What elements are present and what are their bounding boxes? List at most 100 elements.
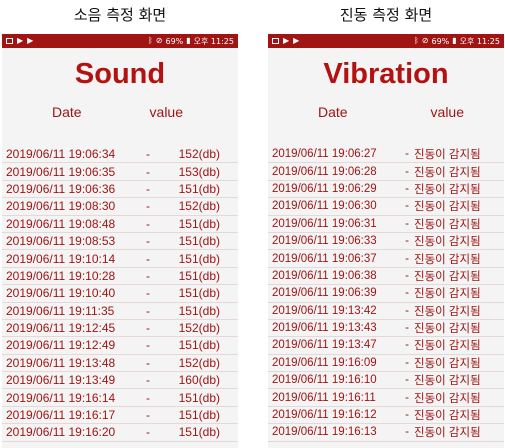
record-date: 2019/06/11 19:06:34 [6,147,116,162]
record-value: 진동이 감지됨 [414,236,481,249]
record-value: 진동이 감지됨 [414,410,481,423]
record-value: 진동이 감지됨 [414,323,481,336]
separator-dash: - [146,164,150,179]
list-item: 2019/06/11 19:06:29 - 진동이 감지됨 [268,181,504,199]
record-list[interactable]: 2019/06/11 19:06:27- 진동이 감지됨 2019/06/11 19… [268,146,504,442]
list-item: 2019/06/11 19:13:42 - 진동이 감지됨 [268,303,504,320]
value-header: value [430,104,464,120]
battery-level: 69% [165,36,184,46]
list-item: 2019/06/11 19:16:10 - 진동이 감지됨 [268,372,504,390]
separator-dash: - [405,217,409,230]
record-date: 2019/06/11 19:12:49 [6,338,116,353]
record-date: 2019/06/11 19:10:28 [6,268,116,283]
record-value: 153(db) [178,164,220,179]
list-item: 2019/06/11 19:12:45 - 152(db) [2,320,238,338]
list-item: 2019/06/11 19:06:34 - 152(db) [2,146,238,164]
record-date: 2019/06/11 19:16:12 [272,409,377,422]
separator-dash: - [146,251,150,266]
separator-dash: - [146,373,150,388]
phone-screen: ▶ ▶ ᛒ ⊘ 69% ▮ 오후 11:25 Vibration Date va… [268,34,504,448]
mute-icon: ⊘ [421,36,429,45]
record-date: 2019/06/11 19:13:47 [272,339,377,352]
record-date: 2019/06/11 19:06:38 [272,269,377,282]
record-date: 2019/06/11 19:13:42 [272,304,377,317]
play-icon: ▶ [293,36,300,45]
record-value: 151(db) [178,390,220,405]
record-value: 진동이 감지됨 [414,375,481,388]
record-date: 2019/06/11 19:08:48 [6,216,116,231]
record-date: 2019/06/11 19:06:31 [272,217,377,230]
record-value: 진동이 감지됨 [414,288,481,301]
separator-dash: - [146,321,150,336]
list-item: 2019/06/11 19:06:36 - 151(db) [2,181,238,199]
separator-dash: - [405,269,409,282]
battery-icon: ▮ [186,36,191,45]
record-value: 152(db) [178,321,220,336]
list-item: 2019/06/11 19:06:39 - 진동이 감지됨 [268,285,504,303]
record-date: 2019/06/11 19:08:30 [6,199,116,214]
list-item: 2019/06/11 19:16:14 - 151(db) [2,389,238,407]
record-value: 160(db) [178,373,220,388]
record-value: 진동이 감지됨 [414,149,481,162]
record-value: 진동이 감지됨 [414,270,481,283]
record-value: 151(db) [178,216,220,231]
separator-dash: - [405,304,409,317]
record-date: 2019/06/11 19:16:13 [272,426,377,439]
list-item: 2019/06/11 19:08:48 - 151(db) [2,216,238,233]
record-date: 2019/06/11 19:16:14 [6,390,116,405]
list-item: 2019/06/11 19:13:47 - 진동이 감지됨 [268,337,504,355]
battery-level: 69% [431,36,450,46]
play-icon: ▶ [27,36,34,45]
record-value: 진동이 감지됨 [414,427,481,440]
status-bar: ▶ ▶ ᛒ ⊘ 69% ▮ 오후 11:25 [268,34,504,48]
list-item: 2019/06/11 19:06:31 - 진동이 감지됨 [268,216,504,233]
date-header: Date [318,104,348,120]
record-date: 2019/06/11 19:06:29 [272,182,377,195]
record-value: 진동이 감지됨 [414,166,481,179]
separator-dash: - [405,182,409,195]
record-date: 2019/06/11 19:16:20 [6,425,116,440]
separator-dash: - [146,199,150,214]
separator-dash: - [405,409,409,422]
bluetooth-icon: ᛒ [413,36,419,45]
list-item: 2019/06/11 19:06:33 - 진동이 감지됨 [268,233,504,251]
separator-dash: - [405,148,409,161]
record-value: 151(db) [178,286,220,301]
page-title: Vibration [323,58,449,90]
record-date: 2019/06/11 19:06:36 [6,181,116,196]
record-value: 151(db) [178,303,220,318]
list-item: 2019/06/11 19:13:43 - 진동이 감지됨 [268,320,504,338]
page-title: Sound [74,58,166,90]
list-item: 2019/06/11 19:10:40 - 151(db) [2,285,238,303]
list-item: 2019/06/11 19:16:09 - 진동이 감지됨 [268,355,504,373]
record-date: 2019/06/11 19:13:43 [272,322,377,335]
list-item: 2019/06/11 19:06:35 - 153(db) [2,163,238,181]
record-date: 2019/06/11 19:16:17 [6,408,116,423]
sound-screen-panel: 소음 측정 화면 ▶ ▶ ᛒ ⊘ 69% ▮ 오후 11:25 Sound Da… [2,0,238,448]
list-item: 2019/06/11 19:16:20 - 151(db) [2,424,238,442]
list-item: 2019/06/11 19:11:35 - 151(db) [2,303,238,320]
record-list[interactable]: 2019/06/11 19:06:34-152(db) 2019/06/11 19… [2,146,238,442]
separator-dash: - [405,426,409,439]
separator-dash: - [146,181,150,196]
separator-dash: - [405,356,409,369]
record-date: 2019/06/11 19:16:09 [272,356,377,369]
separator-dash: - [405,322,409,335]
image-icon [272,38,279,44]
list-item: 2019/06/11 19:06:30 - 진동이 감지됨 [268,198,504,216]
play-icon: ▶ [17,36,24,45]
record-value: 151(db) [178,181,220,196]
record-value: 151(db) [178,408,220,423]
separator-dash: - [146,234,150,249]
record-value: 진동이 감지됨 [414,218,481,231]
value-header: value [149,104,183,120]
record-date: 2019/06/11 19:10:40 [6,286,116,301]
separator-dash: - [405,252,409,265]
record-value: 152(db) [178,199,220,214]
separator-dash: - [405,235,409,248]
record-date: 2019/06/11 19:06:35 [6,164,116,179]
record-value: 151(db) [178,251,220,266]
record-date: 2019/06/11 19:06:39 [272,287,377,300]
list-item: 2019/06/11 19:08:53 - 151(db) [2,233,238,251]
panel-caption: 소음 측정 화면 [73,6,167,24]
